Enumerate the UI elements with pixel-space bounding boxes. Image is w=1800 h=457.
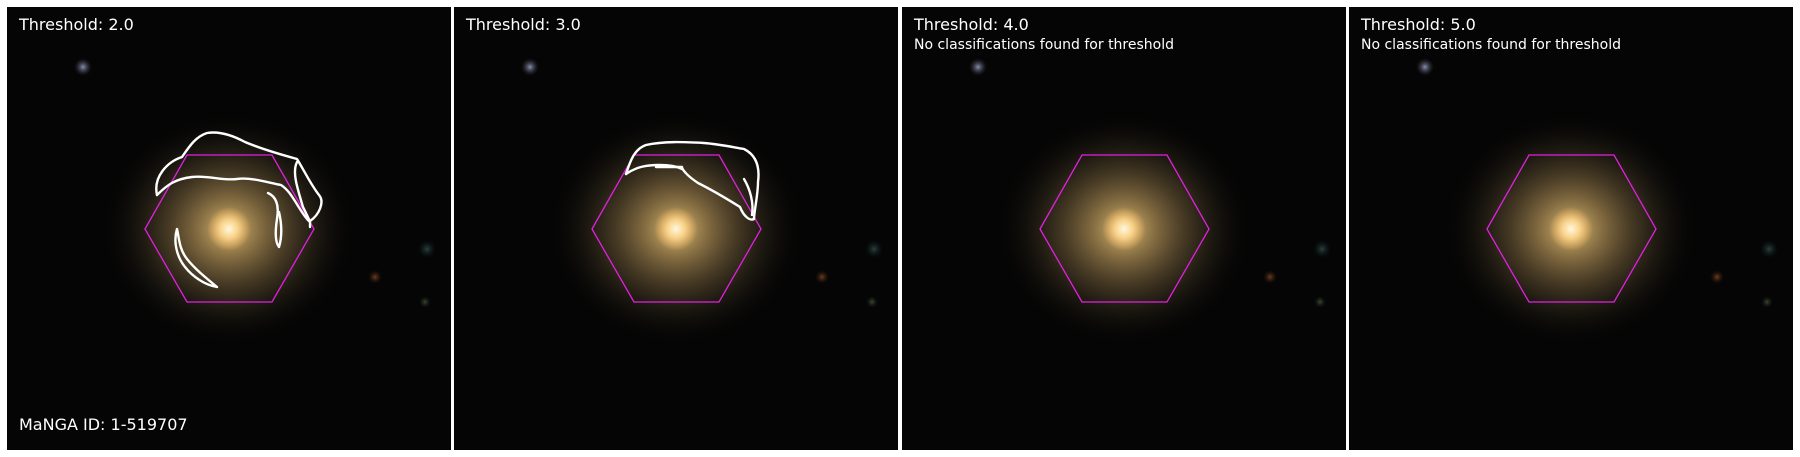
star xyxy=(1416,58,1434,76)
galaxy-image xyxy=(1416,58,1778,347)
star xyxy=(1760,240,1778,258)
star xyxy=(1710,270,1724,284)
panel-threshold-3: Threshold: 3.0 xyxy=(454,7,898,450)
panel-threshold-4: Threshold: 4.0 No classifications found … xyxy=(902,7,1346,450)
star xyxy=(419,296,431,308)
classification-contours xyxy=(624,140,760,221)
star xyxy=(1263,270,1277,284)
panel-title: Threshold: 5.0 xyxy=(1361,15,1476,34)
galaxy-image xyxy=(74,58,436,347)
no-classifications-message: No classifications found for threshold xyxy=(914,37,1174,53)
star xyxy=(1313,240,1331,258)
panel-title: Threshold: 4.0 xyxy=(914,15,1029,34)
star xyxy=(521,58,539,76)
star xyxy=(969,58,987,76)
panel-title: Threshold: 2.0 xyxy=(19,15,134,34)
ifu-hexagon xyxy=(1486,154,1657,303)
star xyxy=(1761,296,1773,308)
star xyxy=(815,270,829,284)
no-classifications-message: No classifications found for threshold xyxy=(1361,37,1621,53)
star xyxy=(865,240,883,258)
classification-contours xyxy=(155,131,323,289)
galaxy-image xyxy=(521,58,883,347)
star xyxy=(418,240,436,258)
panel-threshold-5: Threshold: 5.0 No classifications found … xyxy=(1349,7,1793,450)
star xyxy=(368,270,382,284)
ifu-hexagon xyxy=(1039,154,1210,303)
star xyxy=(74,58,92,76)
manga-id-label: MaNGA ID: 1-519707 xyxy=(19,415,188,434)
galaxy-image xyxy=(969,58,1331,347)
ifu-hexagon xyxy=(144,154,315,303)
panel-title: Threshold: 3.0 xyxy=(466,15,581,34)
star xyxy=(1314,296,1326,308)
star xyxy=(866,296,878,308)
panel-threshold-2: Threshold: 2.0 MaNGA ID: 1-519707 xyxy=(7,7,451,450)
